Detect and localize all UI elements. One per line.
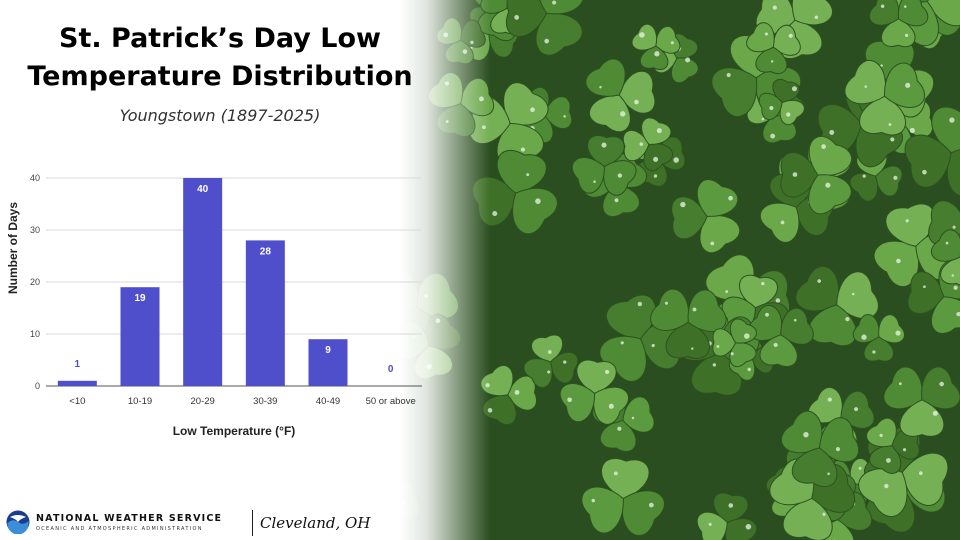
- y-tick-labels: 0 10 20 30 40: [30, 173, 40, 391]
- title-line-1: St. Patrick’s Day Low: [59, 23, 381, 54]
- x-tick-label: 40-49: [316, 396, 340, 407]
- bar: [120, 287, 160, 386]
- title-line-2: Temperature Distribution: [27, 61, 413, 92]
- y-tick-label: 30: [30, 225, 40, 235]
- bar: [245, 240, 285, 386]
- data-label: 9: [325, 345, 331, 356]
- y-tick-label: 10: [30, 329, 40, 339]
- y-axis-label: Number of Days: [6, 202, 20, 294]
- x-tick-labels: <10 10-19 20-29 30-39 40-49 50 or above: [69, 396, 415, 407]
- org-name: NATIONAL WEATHER SERVICE: [36, 513, 223, 524]
- bar-chart: 0 10 20 30 40 1 19 40 28 9 0 <10 10-19 20-29 30-39 40…: [6, 173, 422, 438]
- x-tick-label: <10: [69, 396, 85, 407]
- data-label: 28: [260, 246, 272, 257]
- bar: [308, 339, 348, 386]
- y-tick-label: 0: [35, 381, 40, 391]
- bar: [183, 178, 223, 386]
- data-label: 0: [388, 364, 394, 375]
- data-label: 1: [75, 359, 81, 370]
- bars: [57, 178, 348, 386]
- data-labels: 1 19 40 28 9 0: [75, 184, 394, 375]
- x-tick-label: 30-39: [253, 396, 277, 407]
- x-tick-label: 20-29: [191, 396, 215, 407]
- footer: NATIONAL WEATHER SERVICE OCEANIC AND ATM…: [0, 504, 400, 540]
- noaa-logo-icon: [6, 510, 30, 534]
- x-tick-label: 10-19: [128, 396, 152, 407]
- y-tick-label: 40: [30, 173, 40, 183]
- grid-lines: [46, 177, 422, 387]
- footer-divider: [252, 510, 253, 536]
- x-axis-label: Low Temperature (°F): [173, 424, 296, 438]
- clover-photo: [400, 0, 960, 540]
- clover-leaves-graphic: [400, 0, 960, 540]
- page-title: St. Patrick’s Day Low Temperature Distri…: [20, 20, 420, 96]
- office-name: Cleveland, OH: [260, 514, 371, 532]
- x-tick-label: 50 or above: [366, 396, 416, 407]
- bar: [57, 380, 97, 386]
- page-subtitle: Youngstown (1897-2025): [119, 106, 321, 125]
- photo-fade: [400, 0, 490, 540]
- data-label: 40: [197, 184, 209, 195]
- org-subtitle: OCEANIC AND ATMOSPHERIC ADMINISTRATION: [36, 526, 203, 532]
- y-tick-label: 20: [30, 277, 40, 287]
- data-label: 19: [134, 293, 146, 304]
